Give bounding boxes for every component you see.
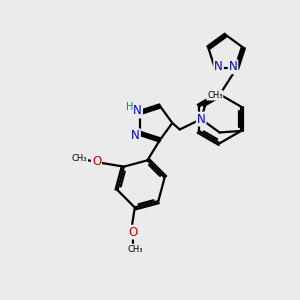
Text: N: N	[229, 60, 237, 73]
Text: N: N	[133, 104, 142, 118]
Text: N: N	[214, 60, 223, 73]
Text: CH₃: CH₃	[207, 91, 223, 100]
Text: N: N	[131, 129, 140, 142]
Text: O: O	[129, 226, 138, 238]
Text: CH₃: CH₃	[72, 154, 87, 163]
Text: H: H	[126, 102, 133, 112]
Text: N: N	[197, 112, 206, 126]
Text: CH₃: CH₃	[127, 245, 142, 254]
Text: O: O	[92, 155, 101, 168]
